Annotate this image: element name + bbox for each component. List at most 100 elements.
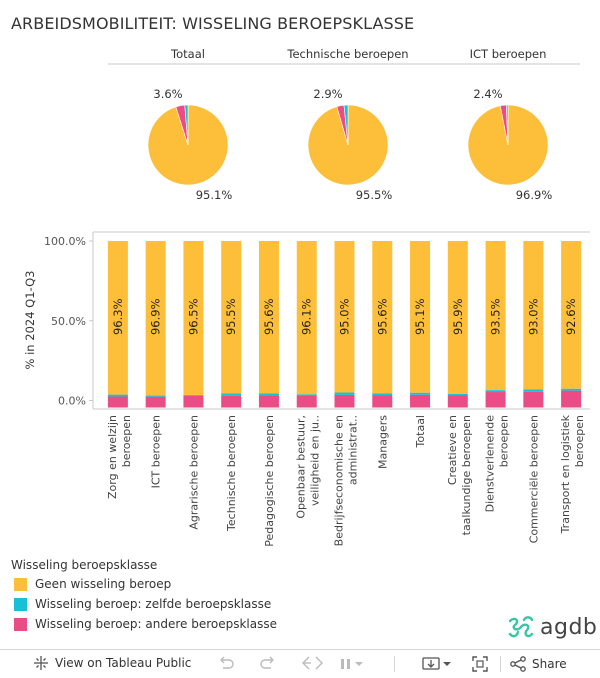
bar-segment-geen-1 [145, 241, 166, 396]
bar-segment-zelfde-5 [296, 394, 317, 396]
bar-data-label-6: 95.0% [338, 298, 352, 335]
bar-data-label-3: 95.5% [224, 298, 238, 335]
x-category-label-10: beroepen [498, 415, 511, 467]
agdb-logo-icon [508, 616, 534, 638]
legend-item-andere[interactable]: Wisseling beroep: andere beroepsklasse [14, 617, 277, 631]
redo-button[interactable] [260, 656, 276, 670]
x-category-label-0: Zorg en welzijn [106, 415, 119, 499]
agdb-logo: agdb [506, 612, 597, 642]
bar-segment-zelfde-9 [447, 393, 468, 396]
fullscreen-icon [472, 656, 488, 672]
bar-segment-zelfde-8 [410, 392, 431, 395]
bar-segment-geen-3 [221, 241, 242, 394]
bar-segment-zelfde-7 [372, 393, 393, 396]
bar-segment-zelfde-6 [334, 392, 355, 395]
bar-segment-zelfde-1 [145, 395, 166, 397]
bar-data-label-12: 92.6% [564, 298, 578, 335]
bar-segment-geen-7 [372, 241, 393, 394]
bar-data-label-0: 96.3% [111, 298, 125, 335]
legend-label-geen: Geen wisseling beroep [35, 577, 172, 591]
legend-swatch-zelfde [14, 597, 27, 611]
x-category-label-9: Creatieve en [446, 415, 459, 485]
fullscreen-button[interactable] [472, 656, 488, 672]
legend-swatch-geen [14, 577, 27, 591]
share-icon [510, 656, 526, 672]
bar-segment-geen-12 [561, 241, 582, 389]
tableau-toolbar: View on Tableau Public [0, 649, 600, 678]
bar-segment-geen-0 [107, 241, 128, 395]
bar-segment-geen-4 [258, 241, 279, 394]
pie-slice-zelfde-2 [505, 104, 509, 146]
bar-segment-zelfde-10 [485, 390, 506, 393]
x-category-label-7: Managers [376, 415, 389, 469]
pie-title-1: Technische beroepen [286, 47, 408, 61]
x-category-label-8: Totaal [414, 415, 427, 448]
share-button[interactable]: Share [510, 656, 567, 672]
bar-segment-zelfde-3 [221, 393, 242, 396]
pie-label-large-1: 95.5% [356, 188, 393, 202]
x-category-label-3: Technische beroepen [225, 415, 238, 532]
bar-data-label-2: 96.5% [186, 298, 200, 335]
legend-item-zelfde[interactable]: Wisseling beroep: zelfde beroepsklasse [14, 597, 271, 611]
bar-segment-geen-6 [334, 241, 355, 393]
pie-label-small-2: 2.4% [473, 87, 502, 101]
bar-segment-geen-5 [296, 241, 317, 395]
pie-label-large-2: 96.9% [516, 188, 553, 202]
view-on-tableau-button[interactable]: View on Tableau Public [33, 655, 191, 671]
bar-segment-andere-0 [107, 396, 128, 408]
y-tick-label: 50.0% [51, 315, 86, 328]
bar-segment-zelfde-0 [107, 394, 128, 397]
pie-slice-zelfde-1 [343, 104, 349, 146]
x-category-label-10: Dienstverlenende [484, 415, 497, 513]
bar-segment-andere-12 [561, 390, 582, 408]
legend-label-zelfde: Wisseling beroep: zelfde beroepsklasse [35, 597, 272, 611]
chart-title: ARBEIDSMOBILITEIT: WISSELING BEROEPSKLAS… [11, 14, 415, 33]
x-category-label-4: Pedagogische beroepen [263, 415, 276, 547]
legend-title: Wisseling beroepsklasse [11, 558, 158, 572]
bar-segment-andere-9 [447, 395, 468, 408]
pie-label-large-0: 95.1% [196, 188, 233, 202]
bar-segment-zelfde-2 [183, 394, 204, 396]
bar-data-label-7: 95.6% [375, 298, 389, 335]
bar-segment-andere-8 [410, 394, 431, 408]
bar-data-label-5: 96.1% [300, 298, 314, 335]
bar-data-label-1: 96.9% [149, 298, 163, 335]
pie-title-2: ICT beroepen [470, 47, 547, 61]
toolbar-separator [394, 656, 395, 672]
pie-slice-zelfde-0 [184, 104, 189, 146]
bar-segment-andere-7 [372, 395, 393, 408]
bar-segment-zelfde-4 [258, 393, 279, 396]
revert-button[interactable] [300, 656, 326, 670]
x-category-label-5: Openbaar bestuur, [295, 415, 308, 519]
y-tick-label: 100.0% [44, 235, 86, 248]
y-axis-label: % in 2024 Q1-Q3 [23, 271, 37, 370]
bar-data-label-10: 93.5% [489, 298, 503, 335]
x-category-label-9: taalkundige beroepen [460, 415, 473, 535]
bar-segment-andere-5 [296, 395, 317, 408]
download-button[interactable] [422, 656, 452, 672]
bar-segment-geen-2 [183, 241, 204, 395]
bar-segment-andere-6 [334, 394, 355, 408]
bar-segment-geen-10 [485, 241, 506, 391]
redo-icon [260, 656, 274, 669]
x-category-label-12: beroepen [573, 415, 586, 467]
pause-menu-button[interactable] [340, 658, 366, 670]
bar-segment-andere-4 [258, 395, 279, 408]
share-label: Share [532, 657, 567, 671]
pause-icon [341, 659, 363, 669]
bar-data-label-8: 95.1% [413, 298, 427, 335]
pie-title-0: Totaal [170, 47, 205, 61]
legend-item-geen[interactable]: Geen wisseling beroep [14, 577, 171, 591]
undo-button[interactable] [218, 656, 234, 670]
bar-segment-geen-8 [410, 241, 431, 393]
bar-segment-andere-3 [221, 395, 242, 408]
x-category-label-1: ICT beroepen [150, 415, 163, 488]
bar-segment-geen-9 [447, 241, 468, 394]
x-category-label-2: Agrarische beroepen [187, 415, 200, 530]
bar-segment-andere-2 [183, 395, 204, 408]
bar-segment-zelfde-12 [561, 388, 582, 391]
legend-label-andere: Wisseling beroep: andere beroepsklasse [35, 617, 278, 631]
x-category-label-6: administrat.. [347, 415, 360, 485]
undo-icon [220, 656, 234, 669]
x-category-label-5: veiligheid en ju.. [309, 415, 322, 506]
